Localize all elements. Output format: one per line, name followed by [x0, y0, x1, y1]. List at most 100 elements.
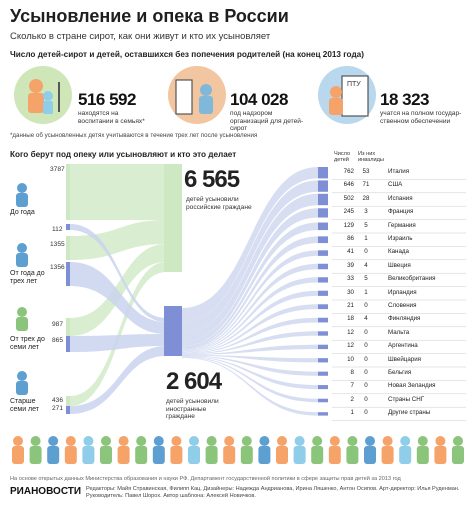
country-name: Италия — [388, 168, 410, 175]
child-figure-icon — [205, 436, 218, 464]
country-disabled: 0 — [364, 248, 368, 256]
country-name: Канада — [388, 248, 409, 256]
family-icon — [14, 66, 72, 124]
country-name: Финляндия — [388, 315, 421, 323]
country-name: Франция — [388, 208, 414, 216]
country-flow-16 — [182, 356, 318, 390]
child-icon-preschool — [14, 306, 30, 337]
country-disabled: 28 — [362, 194, 370, 202]
age-label-infant: До года — [10, 209, 35, 216]
school-icon: ПТУ — [318, 66, 376, 124]
child-figure-icon — [416, 436, 429, 464]
country-name: Словения — [388, 302, 417, 309]
child-figure-icon — [223, 436, 236, 464]
country-name: Израиль — [388, 235, 413, 242]
age-label-preschool: От трех до семи лет — [10, 336, 45, 351]
country-disabled: 4 — [364, 261, 368, 269]
country-dividers — [332, 179, 466, 421]
child-figure-icon — [64, 436, 77, 464]
country-name: Швеция — [388, 261, 411, 269]
country-children: 2 — [350, 395, 354, 403]
country-bar-7 — [318, 263, 328, 270]
foreign-bar — [164, 306, 182, 356]
stat-orphanage-value: 104 028 — [230, 90, 288, 109]
country-row: 8 0 Бельгия — [332, 369, 468, 382]
country-name: Ирландия — [388, 288, 417, 296]
flow-chart — [66, 164, 466, 421]
country-row: 12 0 Мальта — [332, 329, 468, 342]
age-label-toddler: От года до трех лет — [10, 270, 45, 285]
country-children: 21 — [347, 302, 354, 309]
country-disabled: 0 — [364, 302, 368, 309]
flow-heading: Кого берут под опеку или усыновляют и кт… — [10, 150, 237, 159]
credits: Редакторы: Майя Стравинская, Филипп Кац.… — [86, 486, 460, 499]
country-flow-10 — [182, 304, 318, 354]
child-figure-icon — [364, 436, 376, 464]
flow-older-foreign — [70, 346, 166, 414]
country-flow-5 — [182, 236, 318, 350]
country-bar-18 — [318, 412, 328, 416]
country-children: 18 — [347, 315, 354, 323]
stat-school-text: учатся на полном государ-ственном обеспе… — [380, 110, 462, 125]
country-flow-17 — [182, 356, 318, 403]
country-bar-2 — [318, 193, 328, 206]
child-figure-icon — [29, 436, 42, 464]
child-figure-icon — [258, 436, 271, 464]
country-bar-0 — [318, 167, 328, 179]
country-flow-6 — [182, 250, 318, 351]
age-toddler-bottom: 1356 — [50, 264, 65, 271]
source-bar-older-foreign — [66, 406, 70, 414]
country-children: 41 — [347, 248, 354, 256]
flow-infant-domestic — [70, 164, 166, 220]
country-children: 245 — [343, 208, 354, 216]
country-disabled: 0 — [364, 342, 368, 350]
child-figure-icon — [188, 436, 200, 464]
age-label-older: Старше семи лет — [10, 398, 40, 413]
country-bar-12 — [318, 331, 328, 336]
country-children: 30 — [347, 288, 354, 296]
foreign-text: детей усыновили иностранные граждане — [166, 398, 219, 420]
country-bar-17 — [318, 398, 328, 403]
country-bar-11 — [318, 317, 328, 323]
stats-heading: Число детей-сирот и детей, оставшихся бе… — [10, 50, 364, 59]
country-row: 12 0 Аргентина — [332, 342, 468, 355]
country-disabled: 0 — [364, 355, 368, 363]
country-disabled: 71 — [362, 181, 370, 189]
country-row: 30 1 Ирландия — [332, 289, 468, 302]
source-bar-toddler-domestic — [66, 236, 70, 260]
country-flow-4 — [182, 222, 318, 349]
country-row: 7 0 Новая Зеландия — [332, 382, 468, 395]
country-disabled: 1 — [364, 288, 368, 296]
country-row: 33 5 Великобритания — [332, 275, 468, 288]
country-row: 86 1 Израиль — [332, 235, 468, 248]
country-row: 39 4 Швеция — [332, 262, 468, 275]
country-disabled: 4 — [364, 315, 368, 323]
age-preschool-top: 987 — [52, 321, 64, 328]
age-preschool-bottom: 865 — [52, 337, 64, 344]
country-flow-14 — [182, 354, 318, 363]
country-disabled: 0 — [364, 369, 368, 376]
country-name: Германия — [388, 221, 416, 229]
country-bar-13 — [318, 344, 328, 350]
source-bar-preschool-domestic — [66, 318, 70, 336]
country-name: Аргентина — [388, 342, 418, 350]
age-older-bottom: 271 — [52, 405, 64, 412]
source-bar-infant-domestic — [66, 164, 70, 220]
stat-orphanage-text: под надзором организаций для детей-сирот — [230, 110, 304, 132]
country-bar-6 — [318, 250, 328, 256]
child-figure-icon — [117, 436, 130, 464]
country-row: 646 71 США — [332, 181, 468, 194]
country-name: Новая Зеландия — [388, 382, 436, 390]
child-figure-icon — [12, 436, 24, 464]
child-figure-icon — [276, 436, 288, 464]
country-children: 1 — [350, 409, 354, 417]
country-row: 18 4 Финляндия — [332, 315, 468, 328]
country-name: Другие страны — [388, 409, 431, 417]
country-children: 502 — [343, 194, 354, 202]
country-bar-15 — [318, 371, 328, 376]
ria-logo: РИАНОВОСТИ — [10, 486, 82, 497]
country-disabled: 3 — [364, 208, 368, 216]
child-icon-infant — [14, 182, 30, 213]
country-children: 33 — [347, 275, 354, 283]
child-icon-toddler — [14, 242, 30, 273]
